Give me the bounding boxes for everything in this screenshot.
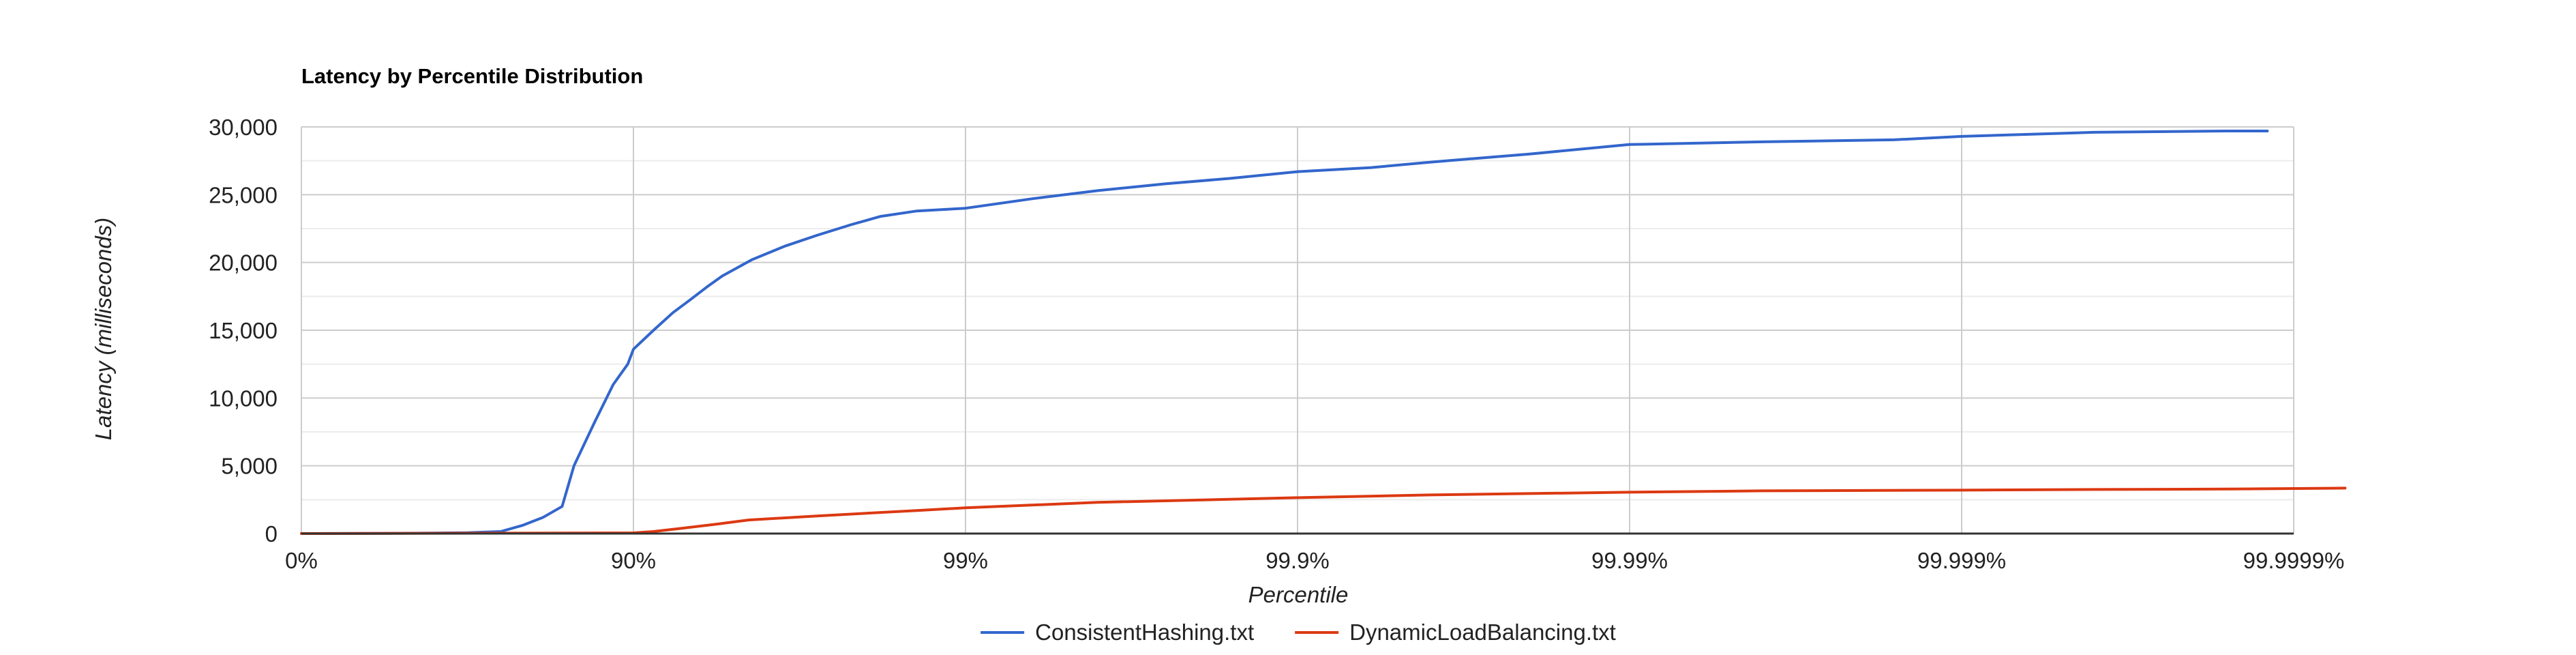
chart-title: Latency by Percentile Distribution xyxy=(301,64,643,88)
y-tick-label: 10,000 xyxy=(209,385,278,411)
y-tick-labels: 0 5,000 10,000 15,000 20,000 25,000 30,000 xyxy=(209,115,278,547)
x-tick-label: 99.999% xyxy=(1917,548,2006,573)
legend-label-2: DynamicLoadBalancing.txt xyxy=(1349,620,1616,645)
y-tick-label: 15,000 xyxy=(209,318,278,343)
x-tick-label: 99.9% xyxy=(1265,548,1330,573)
x-axis-title: Percentile xyxy=(1248,582,1349,607)
x-tick-label: 99.99% xyxy=(1591,548,1668,573)
y-axis-title: Latency (milliseconds) xyxy=(91,218,116,440)
gridlines xyxy=(301,126,2294,534)
y-tick-label: 25,000 xyxy=(209,182,278,207)
series-lines xyxy=(300,130,2347,535)
x-tick-label: 90% xyxy=(611,548,656,573)
x-tick-labels: 0% 90% 99% 99.9% 99.99% 99.999% 99.9999% xyxy=(285,548,2344,573)
y-tick-label: 5,000 xyxy=(221,454,278,479)
legend: ConsistentHashing.txt DynamicLoadBalancin… xyxy=(980,620,1616,645)
legend-label-1: ConsistentHashing.txt xyxy=(1035,620,1254,645)
x-tick-label: 0% xyxy=(285,548,318,573)
series-line-2 xyxy=(300,486,2347,535)
x-tick-label: 99.9999% xyxy=(2243,548,2345,573)
y-tick-label: 20,000 xyxy=(209,250,278,276)
y-tick-label: 0 xyxy=(265,521,278,547)
x-tick-label: 99% xyxy=(943,548,988,573)
series-line-1 xyxy=(300,130,2269,535)
y-tick-label: 30,000 xyxy=(209,115,278,140)
